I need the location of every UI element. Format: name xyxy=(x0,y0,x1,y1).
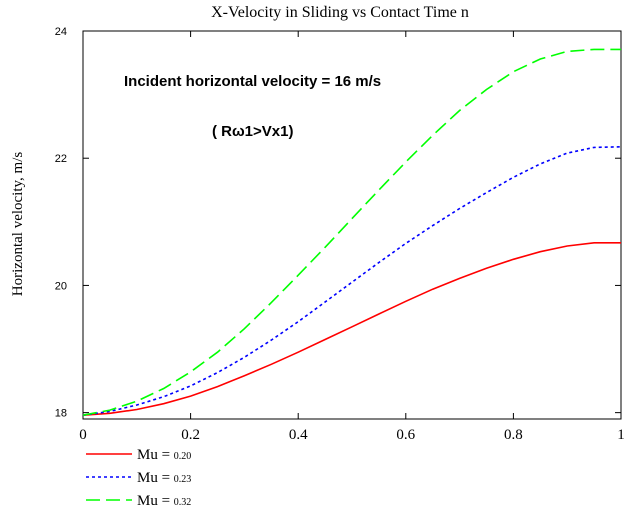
x-tick-label: 0.2 xyxy=(181,427,200,443)
x-tick-label: 0.8 xyxy=(504,427,523,443)
series-line-0-32 xyxy=(82,48,621,416)
legend-label: Mu = 0.32 xyxy=(137,493,191,509)
legend-label-prefix: Mu = xyxy=(137,493,174,509)
series-lines xyxy=(82,48,622,416)
x-tick-label: 0 xyxy=(79,427,87,443)
y-tick-label: 20 xyxy=(55,280,67,292)
y-tick-label: 24 xyxy=(55,26,67,38)
x-tick-label: 0.4 xyxy=(289,427,308,443)
x-tick-label: 0.6 xyxy=(396,427,415,443)
legend-label-prefix: Mu = xyxy=(137,447,174,463)
x-tick-label: 1 xyxy=(617,427,625,443)
legend-label-value: 0.32 xyxy=(174,497,192,508)
legend-label-value: 0.23 xyxy=(174,474,192,485)
x-tick-labels: 0 0.2 0.4 0.6 0.8 1 xyxy=(79,427,625,443)
tick-marks xyxy=(82,30,622,419)
y-tick-labels: 18 20 22 24 xyxy=(55,26,67,420)
legend-label-prefix: Mu = xyxy=(137,470,174,486)
series-line-0-23 xyxy=(82,146,622,416)
chart-title: X-Velocity in Sliding vs Contact Time n xyxy=(211,4,469,21)
series-line-0-20 xyxy=(82,242,621,416)
legend-label: Mu = 0.20 xyxy=(137,447,191,463)
plot-frame xyxy=(82,30,622,420)
annotation-incident-velocity: Incident horizontal velocity = 16 m/s xyxy=(124,73,381,90)
y-tick-label: 18 xyxy=(55,408,67,420)
legend-label-value: 0.20 xyxy=(174,451,192,462)
annotation-condition: ( Rω1>Vx1) xyxy=(212,123,293,140)
y-tick-label: 22 xyxy=(55,153,67,165)
legend-label: Mu = 0.23 xyxy=(137,470,191,486)
y-axis-label: Horizontal velocity, m/s xyxy=(10,152,26,297)
